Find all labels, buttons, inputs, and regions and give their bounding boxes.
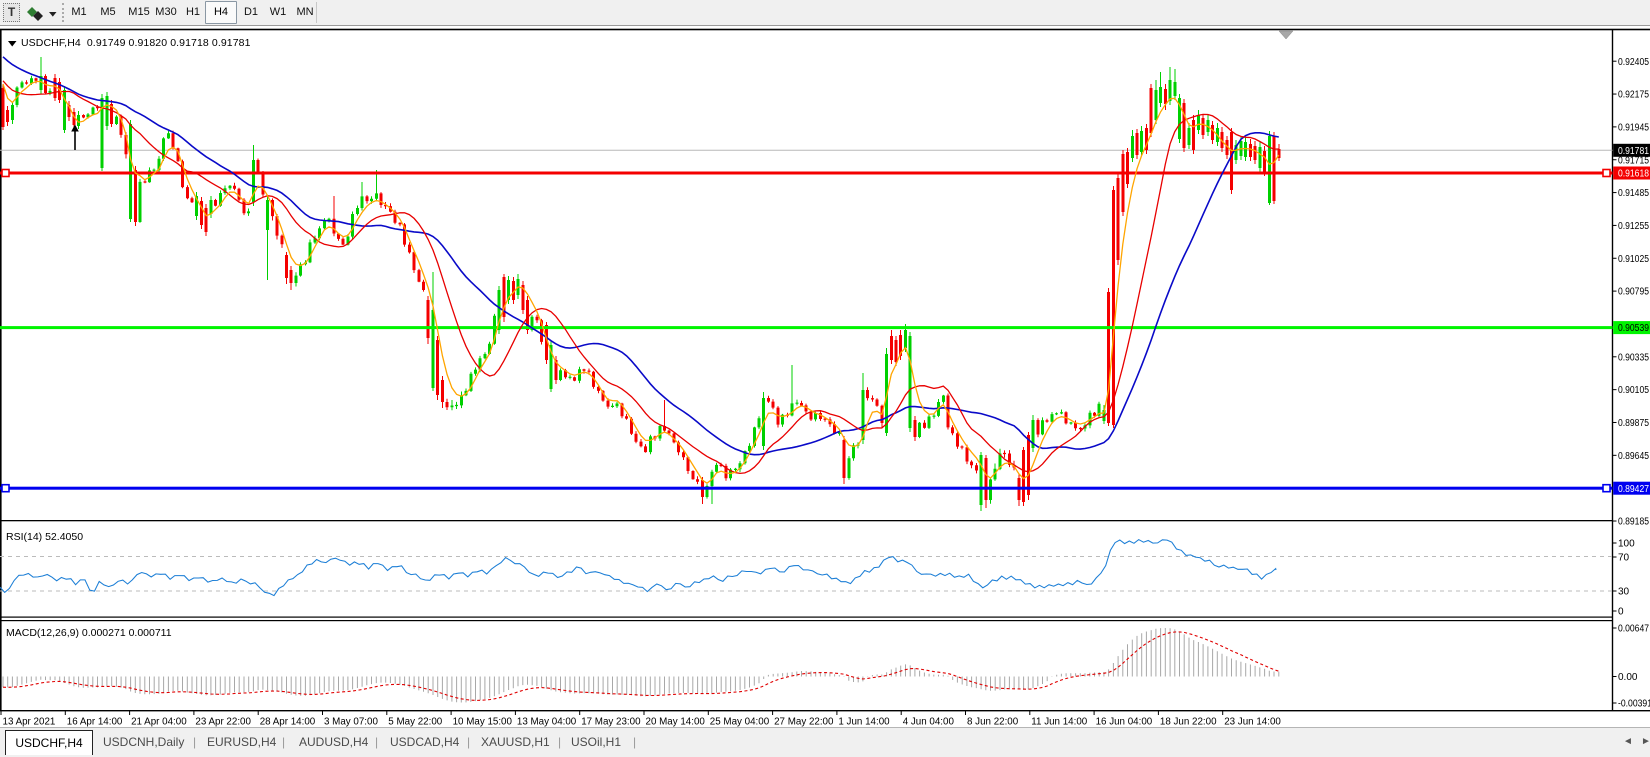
svg-text:0.91618: 0.91618 [1618, 169, 1649, 180]
svg-text:13 May 04:00: 13 May 04:00 [517, 717, 577, 728]
svg-text:0: 0 [1618, 607, 1624, 618]
svg-text:21 Apr 04:00: 21 Apr 04:00 [131, 717, 187, 728]
svg-text:4 Jun 04:00: 4 Jun 04:00 [903, 717, 955, 728]
svg-text:RSI(14) 52.4050: RSI(14) 52.4050 [6, 531, 83, 543]
svg-text:0.92175: 0.92175 [1618, 90, 1649, 101]
svg-text:0.90105: 0.90105 [1618, 385, 1649, 396]
svg-text:16 Apr 14:00: 16 Apr 14:00 [67, 717, 123, 728]
svg-text:MACD(12,26,9) 0.000271 0.00071: MACD(12,26,9) 0.000271 0.000711 [6, 627, 172, 639]
svg-text:10 May 15:00: 10 May 15:00 [453, 717, 513, 728]
svg-text:0.90539: 0.90539 [1618, 323, 1649, 334]
svg-text:11 Jun 14:00: 11 Jun 14:00 [1031, 717, 1087, 728]
svg-text:0.89185: 0.89185 [1618, 517, 1649, 528]
svg-text:8 Jun 22:00: 8 Jun 22:00 [967, 717, 1019, 728]
svg-text:0.91025: 0.91025 [1618, 254, 1649, 265]
svg-text:0.90335: 0.90335 [1618, 352, 1649, 363]
svg-text:20 May 14:00: 20 May 14:00 [646, 717, 706, 728]
svg-text:0.91485: 0.91485 [1618, 188, 1649, 199]
svg-text:0.91255: 0.91255 [1618, 221, 1649, 232]
svg-text:23 Jun 14:00: 23 Jun 14:00 [1224, 717, 1281, 728]
svg-text:0.89427: 0.89427 [1618, 484, 1649, 495]
svg-text:23 Apr 22:00: 23 Apr 22:00 [195, 717, 251, 728]
svg-text:17 May 23:00: 17 May 23:00 [581, 717, 641, 728]
svg-text:27 May 22:00: 27 May 22:00 [774, 717, 834, 728]
svg-text:13 Apr 2021: 13 Apr 2021 [3, 717, 56, 728]
svg-text:70: 70 [1618, 553, 1630, 564]
svg-text:0.91945: 0.91945 [1618, 122, 1649, 133]
svg-text:0.91715: 0.91715 [1618, 155, 1649, 166]
svg-text:0.90795: 0.90795 [1618, 287, 1649, 298]
svg-text:3 May 07:00: 3 May 07:00 [324, 717, 378, 728]
svg-text:1 Jun 14:00: 1 Jun 14:00 [838, 717, 890, 728]
svg-text:0.00: 0.00 [1618, 672, 1638, 683]
svg-text:0.91781: 0.91781 [1618, 146, 1649, 157]
svg-text:28 Apr 14:00: 28 Apr 14:00 [260, 717, 316, 728]
svg-text:0.00647: 0.00647 [1618, 624, 1649, 635]
svg-text:25 May 04:00: 25 May 04:00 [710, 717, 770, 728]
svg-text:0.92405: 0.92405 [1618, 57, 1649, 68]
svg-text:30: 30 [1618, 587, 1630, 598]
svg-text:0.89645: 0.89645 [1618, 451, 1649, 462]
svg-text:100: 100 [1618, 539, 1635, 550]
svg-text:18 Jun 22:00: 18 Jun 22:00 [1160, 717, 1217, 728]
svg-text:16 Jun 04:00: 16 Jun 04:00 [1096, 717, 1153, 728]
svg-text:USDCHF,H4 0.91749 0.91820 0.9: USDCHF,H4 0.91749 0.91820 0.91718 0.9178… [21, 37, 251, 49]
svg-text:5 May 22:00: 5 May 22:00 [388, 717, 442, 728]
svg-text:0.89875: 0.89875 [1618, 418, 1649, 429]
svg-text:-0.00391: -0.00391 [1618, 699, 1650, 710]
